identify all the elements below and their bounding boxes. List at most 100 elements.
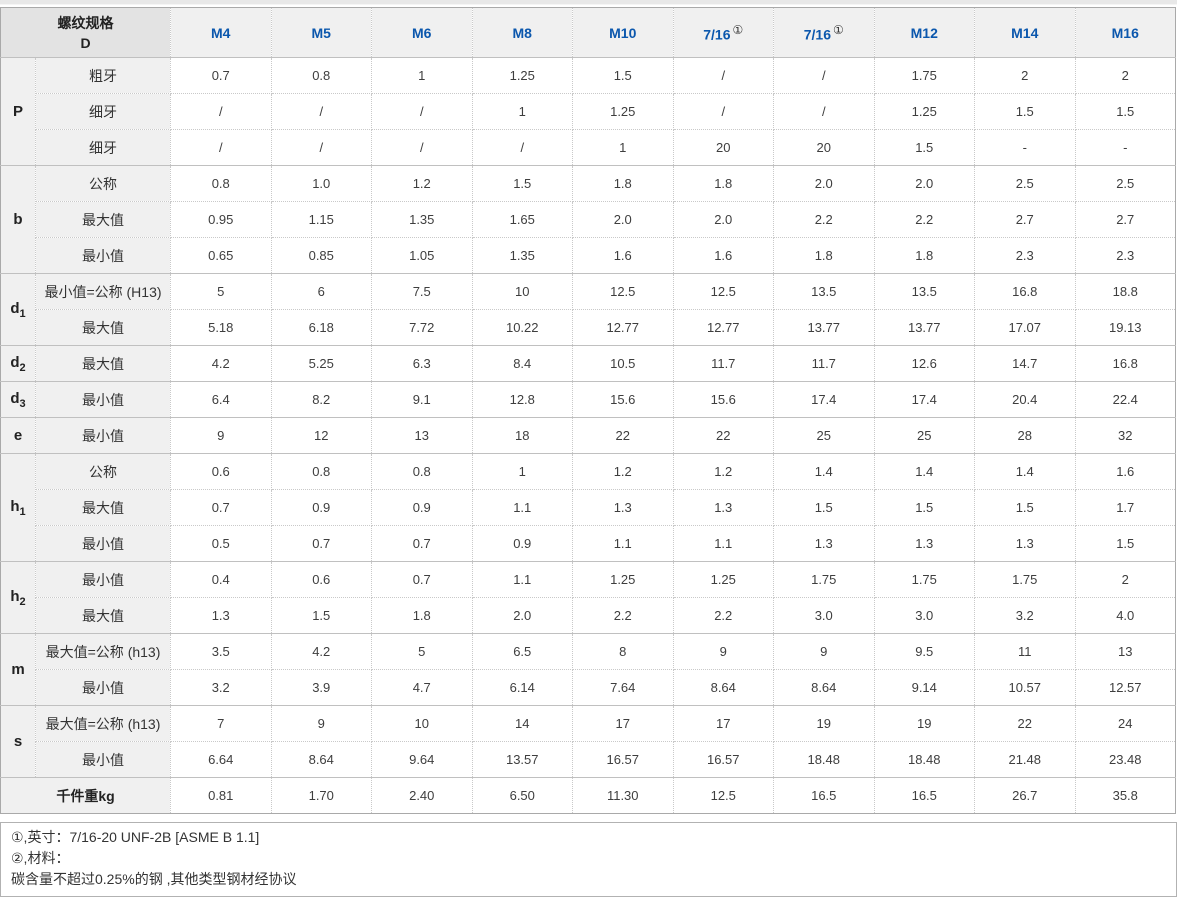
spec-cell: 2.5 [1074,165,1176,202]
spec-cell: 23.48 [1074,741,1176,778]
footnote-steel: 碳含量不超过0.25%的钢 ,其他类型钢材经协议 [11,871,297,887]
spec-cell: 1.6 [572,237,674,274]
spec-cell: 20 [672,129,774,166]
row-label: 最小值 [35,741,171,778]
spec-cell: 5 [371,633,473,670]
spec-cell: 9 [773,633,875,670]
weight-cell: 12.5 [672,777,774,814]
spec-cell: 2.7 [974,201,1076,238]
spec-cell: 1.1 [572,525,674,562]
spec-cell: 1 [471,93,573,130]
spec-cell: 12.57 [1074,669,1176,706]
spec-cell: 3.0 [773,597,875,634]
spec-cell: 2 [1074,561,1176,598]
spec-cell: 13.5 [873,273,975,310]
group-label-text: P [12,103,23,120]
spec-cell: 9.64 [371,741,473,778]
spec-cell: 2 [1074,57,1176,94]
spec-cell: 2.7 [1074,201,1176,238]
spec-cell: 8.2 [270,381,372,418]
spec-cell: 1.65 [471,201,573,238]
spec-cell: 12.8 [471,381,573,418]
spec-table-body: P 粗牙 0.7 0.8 1 1.25 1.5//1.75 2 2 细牙 / //1 1.25//1.2… [0,57,1176,814]
spec-cell: 17 [572,705,674,742]
spec-cell: / [471,129,573,166]
table-row: 细牙 / //1 1.25//1.25 1.5 1.5 [1,93,1176,130]
spec-cell: 1.5 [974,489,1076,526]
column-header-label: M4 [211,24,231,41]
spec-cell: 16.8 [1074,345,1176,382]
row-label: 最大值 [35,201,171,238]
spec-cell: 1.2 [371,165,473,202]
spec-cell: 6.64 [170,741,272,778]
spec-cell: 0.6 [270,561,372,598]
spec-cell: 32 [1074,417,1176,454]
column-header-M14: M14 [974,7,1076,58]
spec-cell: 11 [974,633,1076,670]
spec-cell: 1.75 [974,561,1076,598]
spec-cell: 10 [371,705,473,742]
table-row: 最小值 0.65 0.85 1.05 1.35 1.6 1.6 1.8 1.8 2.3 2.3 [1,237,1176,274]
group-label-m: m [0,633,36,706]
table-row: s 最大值=公称 (h13) 7 9 10 14 17 17 19 19 22 24 [0,705,1176,778]
spec-cell: 1.75 [873,561,975,598]
table-row: h2 最小值 0.4 0.6 0.7 1.1 1.25 1.25 1.75 1.75 1.75 2 [0,561,1176,634]
spec-cell: / [170,93,272,130]
spec-cell: 1.3 [170,597,272,634]
spec-cell: 19 [773,705,875,742]
spec-cell: - [974,129,1076,166]
spec-cell: 2.3 [974,237,1076,274]
column-header-label: 7/16 [803,26,831,43]
spec-cell: 13.57 [471,741,573,778]
spec-cell: 13 [371,417,473,454]
spec-cell: 2.2 [672,597,774,634]
spec-cell: 3.2 [170,669,272,706]
footnotes-box: ①,英寸：7/16-20 UNF-2B [ASME B 1.1] ②,材料： 碳… [0,822,1177,897]
column-header-label: M5 [311,24,331,41]
spec-cell: 4.2 [270,633,372,670]
row-label: 最小值 [35,381,171,418]
spec-cell: 4.2 [170,345,272,382]
spec-cell: 1.8 [672,165,774,202]
weight-cell: 11.30 [572,777,674,814]
spec-cell: 1.35 [471,237,573,274]
spec-cell: 12 [270,417,372,454]
spec-cell: 3.9 [270,669,372,706]
column-header-label: M6 [412,24,432,41]
spec-cell: 11.7 [672,345,774,382]
spec-cell: 3.0 [873,597,975,634]
spec-cell: 1.8 [572,165,674,202]
spec-cell: 9 [672,633,774,670]
spec-cell: 1.3 [873,525,975,562]
spec-cell: 8.4 [471,345,573,382]
spec-cell: 11.7 [773,345,875,382]
row-label: 最大值 [35,597,171,634]
spec-cell: / [270,129,372,166]
spec-cell: 1.5 [1074,93,1176,130]
weight-cell: 0.81 [170,777,272,814]
spec-cell: 1.25 [572,561,674,598]
spec-cell: 2.2 [873,201,975,238]
spec-cell: 2.2 [572,597,674,634]
row-label: 最小值 [35,237,171,274]
spec-cell: 4.0 [1074,597,1176,634]
spec-cell: 19 [873,705,975,742]
spec-cell: 2.0 [773,165,875,202]
table-row: 最小值 0.5 0.7 0.7 0.9 1.1 1.1 1.3 1.3 1.3 1.5 [1,525,1176,562]
spec-cell: 17.07 [974,309,1076,346]
group-label-text: m [11,661,25,678]
group-label-b: b [0,165,36,274]
spec-cell: 5.25 [270,345,372,382]
table-row: 最大值 5.18 6.18 7.72 10.22 12.77 12.77 13.77 13.77… [1,309,1176,346]
spec-cell: 3.2 [974,597,1076,634]
row-label: 最大值 [35,489,171,526]
column-header-label: 7/16 [703,26,731,43]
spec-cell: 0.7 [170,57,272,94]
group-label-text: s [13,733,23,750]
top-divider [0,0,1177,5]
spec-cell: 16.57 [672,741,774,778]
spec-cell: 0.8 [270,57,372,94]
table-row: d2 最大值 4.2 5.25 6.3 8.4 10.5 11.7 11.7 12.6 14.7 16… [0,345,1176,382]
spec-cell: 17.4 [873,381,975,418]
